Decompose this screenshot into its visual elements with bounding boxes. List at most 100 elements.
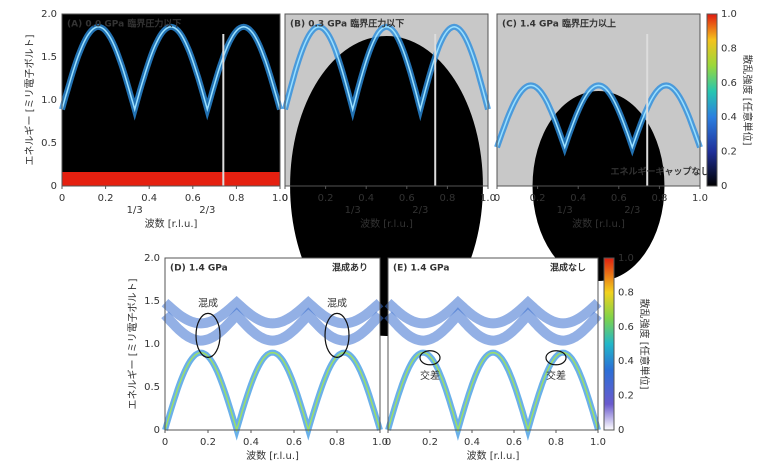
x-axis-label: 波数 [r.l.u.] [360,217,413,230]
x-tick-label: 1.0 [692,193,708,204]
panel-frame [496,13,701,187]
x-axis-label: 波数 [r.l.u.] [467,449,520,462]
x-tick-label: 1.0 [590,437,606,448]
x-tick-label: 0.2 [422,437,438,448]
fraction-label: 1/3 [345,205,361,216]
x-tick-label: 0.4 [570,193,586,204]
y-tick-label: 0 [154,425,160,436]
fraction-label: 2/3 [412,205,428,216]
colorbar [603,257,615,431]
x-tick-label: 0.8 [439,193,455,204]
x-tick-label: 0.4 [141,193,157,204]
x-tick-label: 0.2 [318,193,334,204]
x-tick-label: 0.8 [651,193,667,204]
panel-tag: 混成なし [550,262,586,274]
band [161,296,384,329]
colorbar-tick-label: 0 [721,181,727,192]
x-tick-label: 0.4 [358,193,374,204]
x-tick-label: 1.0 [272,193,288,204]
colorbar-tick-label: 1.0 [721,9,737,20]
x-tick-label: 0.8 [329,437,345,448]
y-tick-label: 0 [51,181,57,192]
x-axis-label: 波数 [r.l.u.] [572,217,625,230]
x-tick-label: 0.6 [506,437,522,448]
panel-frame [164,257,381,431]
colorbar-label: 散乱強度 [任意単位] [638,299,651,390]
x-tick-label: 0.2 [98,193,114,204]
dispersion-core [284,26,489,113]
x-tick-label: 0 [59,193,65,204]
x-tick-label: 0.2 [530,193,546,204]
colorbar-label: 散乱強度 [任意単位] [741,55,754,146]
panel-label: (C) 1.4 GPa 臨界圧力以上 [502,18,616,30]
x-tick-label: 0.4 [243,437,259,448]
band [161,307,384,346]
x-tick-label: 0 [162,437,168,448]
heatmap-bg [62,14,280,186]
band [384,295,602,329]
panel-tag: 混成あり [332,262,368,274]
dispersion-core [496,84,701,150]
colorbar-tick-label: 0.4 [721,112,737,123]
colorbar-tick-label: 0.6 [618,322,634,333]
colorbar-tick-label: 0 [618,425,624,436]
colorbar-tick-label: 0.8 [618,287,634,298]
y-tick-label: 1.5 [41,52,57,63]
panel-label: (D) 1.4 GPa [170,264,228,274]
dispersion-core [61,26,281,113]
x-axis-label: 波数 [r.l.u.] [145,217,198,230]
x-tick-label: 0.6 [286,437,302,448]
y-axis-label: エネルギー [ミリ電子ボルト] [127,278,139,409]
y-tick-label: 1.0 [41,95,57,106]
y-tick-label: 1.5 [144,296,160,307]
highlight-circle [324,312,350,358]
highlight-label: 混成 [327,297,347,309]
panel-frame [61,13,281,187]
colorbar-tick-label: 0.8 [721,43,737,54]
colorbar-tick-label: 0.6 [721,78,737,89]
y-tick-label: 2.0 [41,9,57,20]
x-tick-label: 1.0 [372,437,388,448]
fraction-label: 2/3 [624,205,640,216]
y-axis-label: エネルギー [ミリ電子ボルト] [24,34,36,165]
x-tick-label: 0 [282,193,288,204]
highlight-label: 混成 [198,297,218,309]
panel-label: (B) 0.3 GPa 臨界圧力以下 [290,18,404,30]
y-tick-label: 1.0 [144,339,160,350]
y-tick-label: 2.0 [144,253,160,264]
panel-note: エネルギーギャップなし [610,166,709,178]
panel-label: (A) 0.0 GPa 臨界圧力以下 [67,18,181,30]
panel-frame [284,13,489,187]
colorbar-tick-label: 0.4 [618,356,634,367]
colorbar-tick-label: 0.2 [618,391,634,402]
x-tick-label: 0.6 [399,193,415,204]
panel-label: (E) 1.4 GPa [393,264,449,274]
highlight-circle [545,350,567,366]
x-tick-label: 0.2 [200,437,216,448]
x-axis-label: 波数 [r.l.u.] [246,449,299,462]
colorbar-tick-label: 0.2 [721,147,737,158]
x-tick-label: 0.4 [464,437,480,448]
highlight-circle [419,350,441,366]
highlight-label: 交差 [546,369,566,382]
fraction-label: 1/3 [127,205,143,216]
x-tick-label: 0.8 [228,193,244,204]
fraction-label: 2/3 [199,205,215,216]
x-tick-label: 0 [494,193,500,204]
y-tick-label: 0.5 [144,382,160,393]
colorbar [706,13,718,187]
x-tick-label: 0.6 [185,193,201,204]
highlight-label: 交差 [420,369,440,382]
x-tick-label: 0.8 [548,437,564,448]
colorbar-tick-label: 1.0 [618,253,634,264]
x-tick-label: 0.6 [611,193,627,204]
x-tick-label: 1.0 [480,193,496,204]
band [384,307,602,346]
fraction-label: 1/3 [557,205,573,216]
y-tick-label: 0.5 [41,138,57,149]
heatmap-band [62,172,280,186]
panel-frame [387,257,599,431]
highlight-circle [195,312,221,358]
x-tick-label: 0 [385,437,391,448]
